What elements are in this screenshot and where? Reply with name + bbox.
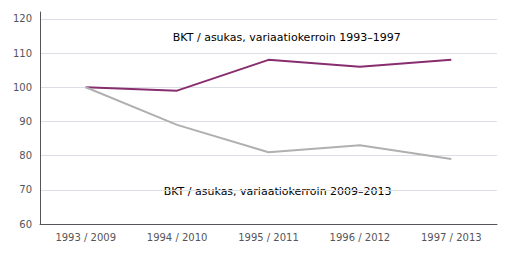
- svg-text:1994 / 2010: 1994 / 2010: [147, 232, 208, 243]
- svg-text:80: 80: [19, 150, 32, 161]
- svg-text:110: 110: [13, 48, 32, 59]
- svg-text:60: 60: [19, 219, 32, 230]
- svg-text:90: 90: [19, 116, 32, 127]
- svg-text:1995 / 2011: 1995 / 2011: [238, 232, 299, 243]
- svg-text:BKT / asukas, variaatiokerroin: BKT / asukas, variaatiokerroin 1993–1997: [173, 31, 401, 44]
- svg-text:1996 / 2012: 1996 / 2012: [330, 232, 391, 243]
- svg-text:120: 120: [13, 13, 32, 24]
- svg-text:1993 / 2009: 1993 / 2009: [55, 232, 116, 243]
- svg-text:BKT / asukas, variaatiokerroin: BKT / asukas, variaatiokerroin 2009–2013: [164, 185, 392, 198]
- svg-text:1997 / 2013: 1997 / 2013: [421, 232, 482, 243]
- svg-text:70: 70: [19, 184, 32, 195]
- svg-text:100: 100: [13, 82, 32, 93]
